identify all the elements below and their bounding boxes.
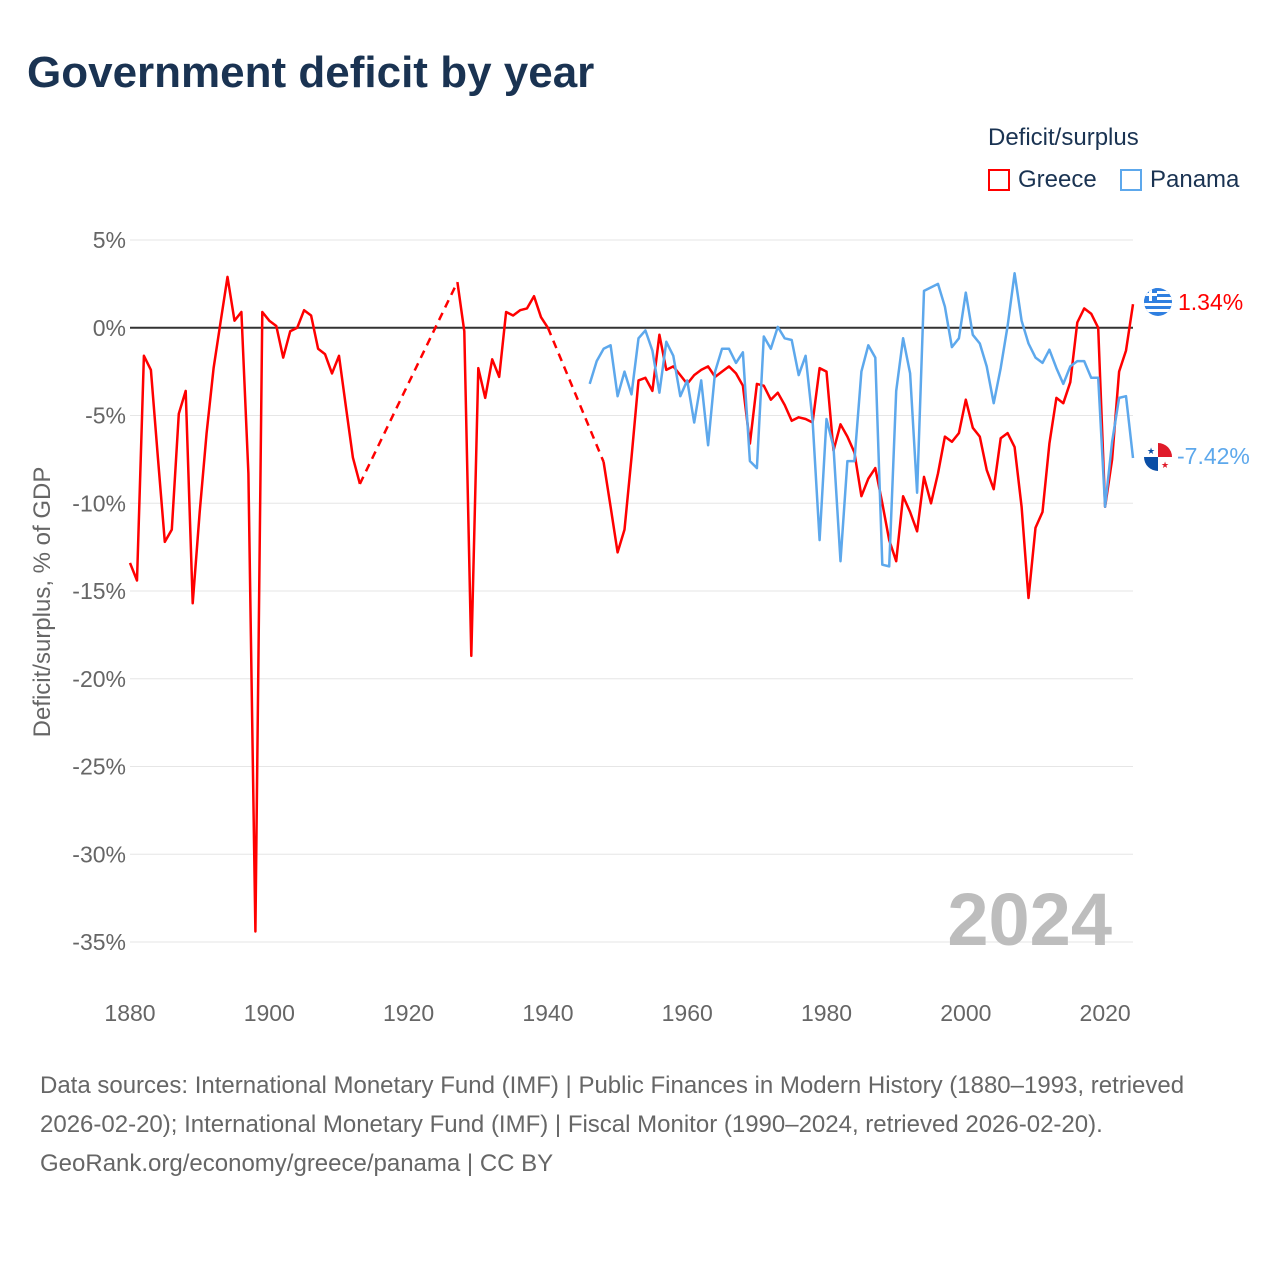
y-tick-label: -25% [72, 754, 126, 780]
y-axis-ticks: 5% 0% -5% -10% -15% -20% -25% -30% -35% [72, 227, 126, 955]
footer: Data sources: International Monetary Fun… [40, 1066, 1250, 1183]
svg-text:★: ★ [1147, 446, 1155, 456]
x-tick-label: 1980 [801, 1000, 852, 1026]
legend-label-greece: Greece [1018, 166, 1097, 193]
x-axis-ticks: 1880 1900 1920 1940 1960 1980 2000 2020 [104, 1000, 1130, 1026]
legend-swatch-greece [988, 169, 1010, 191]
y-tick-label: -10% [72, 490, 126, 516]
greece-flag-icon [1144, 288, 1172, 316]
legend-label-panama: Panama [1150, 166, 1240, 193]
greece-end-label: 1.34% [1178, 289, 1243, 315]
y-axis-label: Deficit/surplus, % of GDP [29, 467, 56, 738]
line-chart: 5% 0% -5% -10% -15% -20% -25% -30% -35% 1880 1900… [29, 227, 1250, 1026]
x-tick-label: 1900 [244, 1000, 295, 1026]
credit-link[interactable]: GeoRank.org/economy/greece/panama | CC B… [40, 1150, 554, 1177]
data-sources: Data sources: International Monetary Fun… [40, 1072, 1185, 1138]
year-watermark: 2024 [947, 878, 1112, 961]
greece-line [128, 275, 362, 933]
x-tick-label: 1920 [383, 1000, 434, 1026]
legend-swatch-panama [1120, 169, 1142, 191]
panama-line [588, 272, 1135, 568]
y-tick-label: -15% [72, 578, 126, 604]
legend-item-panama[interactable]: Panama [1120, 166, 1239, 194]
chart-title: Government deficit by year [27, 48, 595, 97]
greece-gap-connector [546, 327, 605, 463]
greece-gap-connector [358, 281, 459, 485]
x-tick-label: 2020 [1080, 1000, 1131, 1026]
series-lines [128, 272, 1135, 933]
svg-text:★: ★ [1161, 460, 1169, 470]
x-tick-label: 1880 [104, 1000, 155, 1026]
y-tick-label: -35% [72, 929, 126, 955]
panama-flag-icon: ★ ★ [1144, 443, 1172, 471]
greece-line [456, 281, 549, 658]
x-tick-label: 2000 [940, 1000, 991, 1026]
y-tick-label: -30% [72, 841, 126, 867]
y-tick-label: 0% [93, 315, 126, 341]
x-tick-label: 1940 [522, 1000, 573, 1026]
y-tick-label: -5% [85, 403, 126, 429]
legend-title: Deficit/surplus [988, 124, 1139, 151]
greece-line [602, 304, 1135, 600]
y-tick-label: -20% [72, 666, 126, 692]
y-tick-label: 5% [93, 227, 126, 253]
legend-item-greece[interactable]: Greece [988, 166, 1097, 194]
x-tick-label: 1960 [662, 1000, 713, 1026]
panama-end-label: -7.42% [1177, 443, 1250, 469]
